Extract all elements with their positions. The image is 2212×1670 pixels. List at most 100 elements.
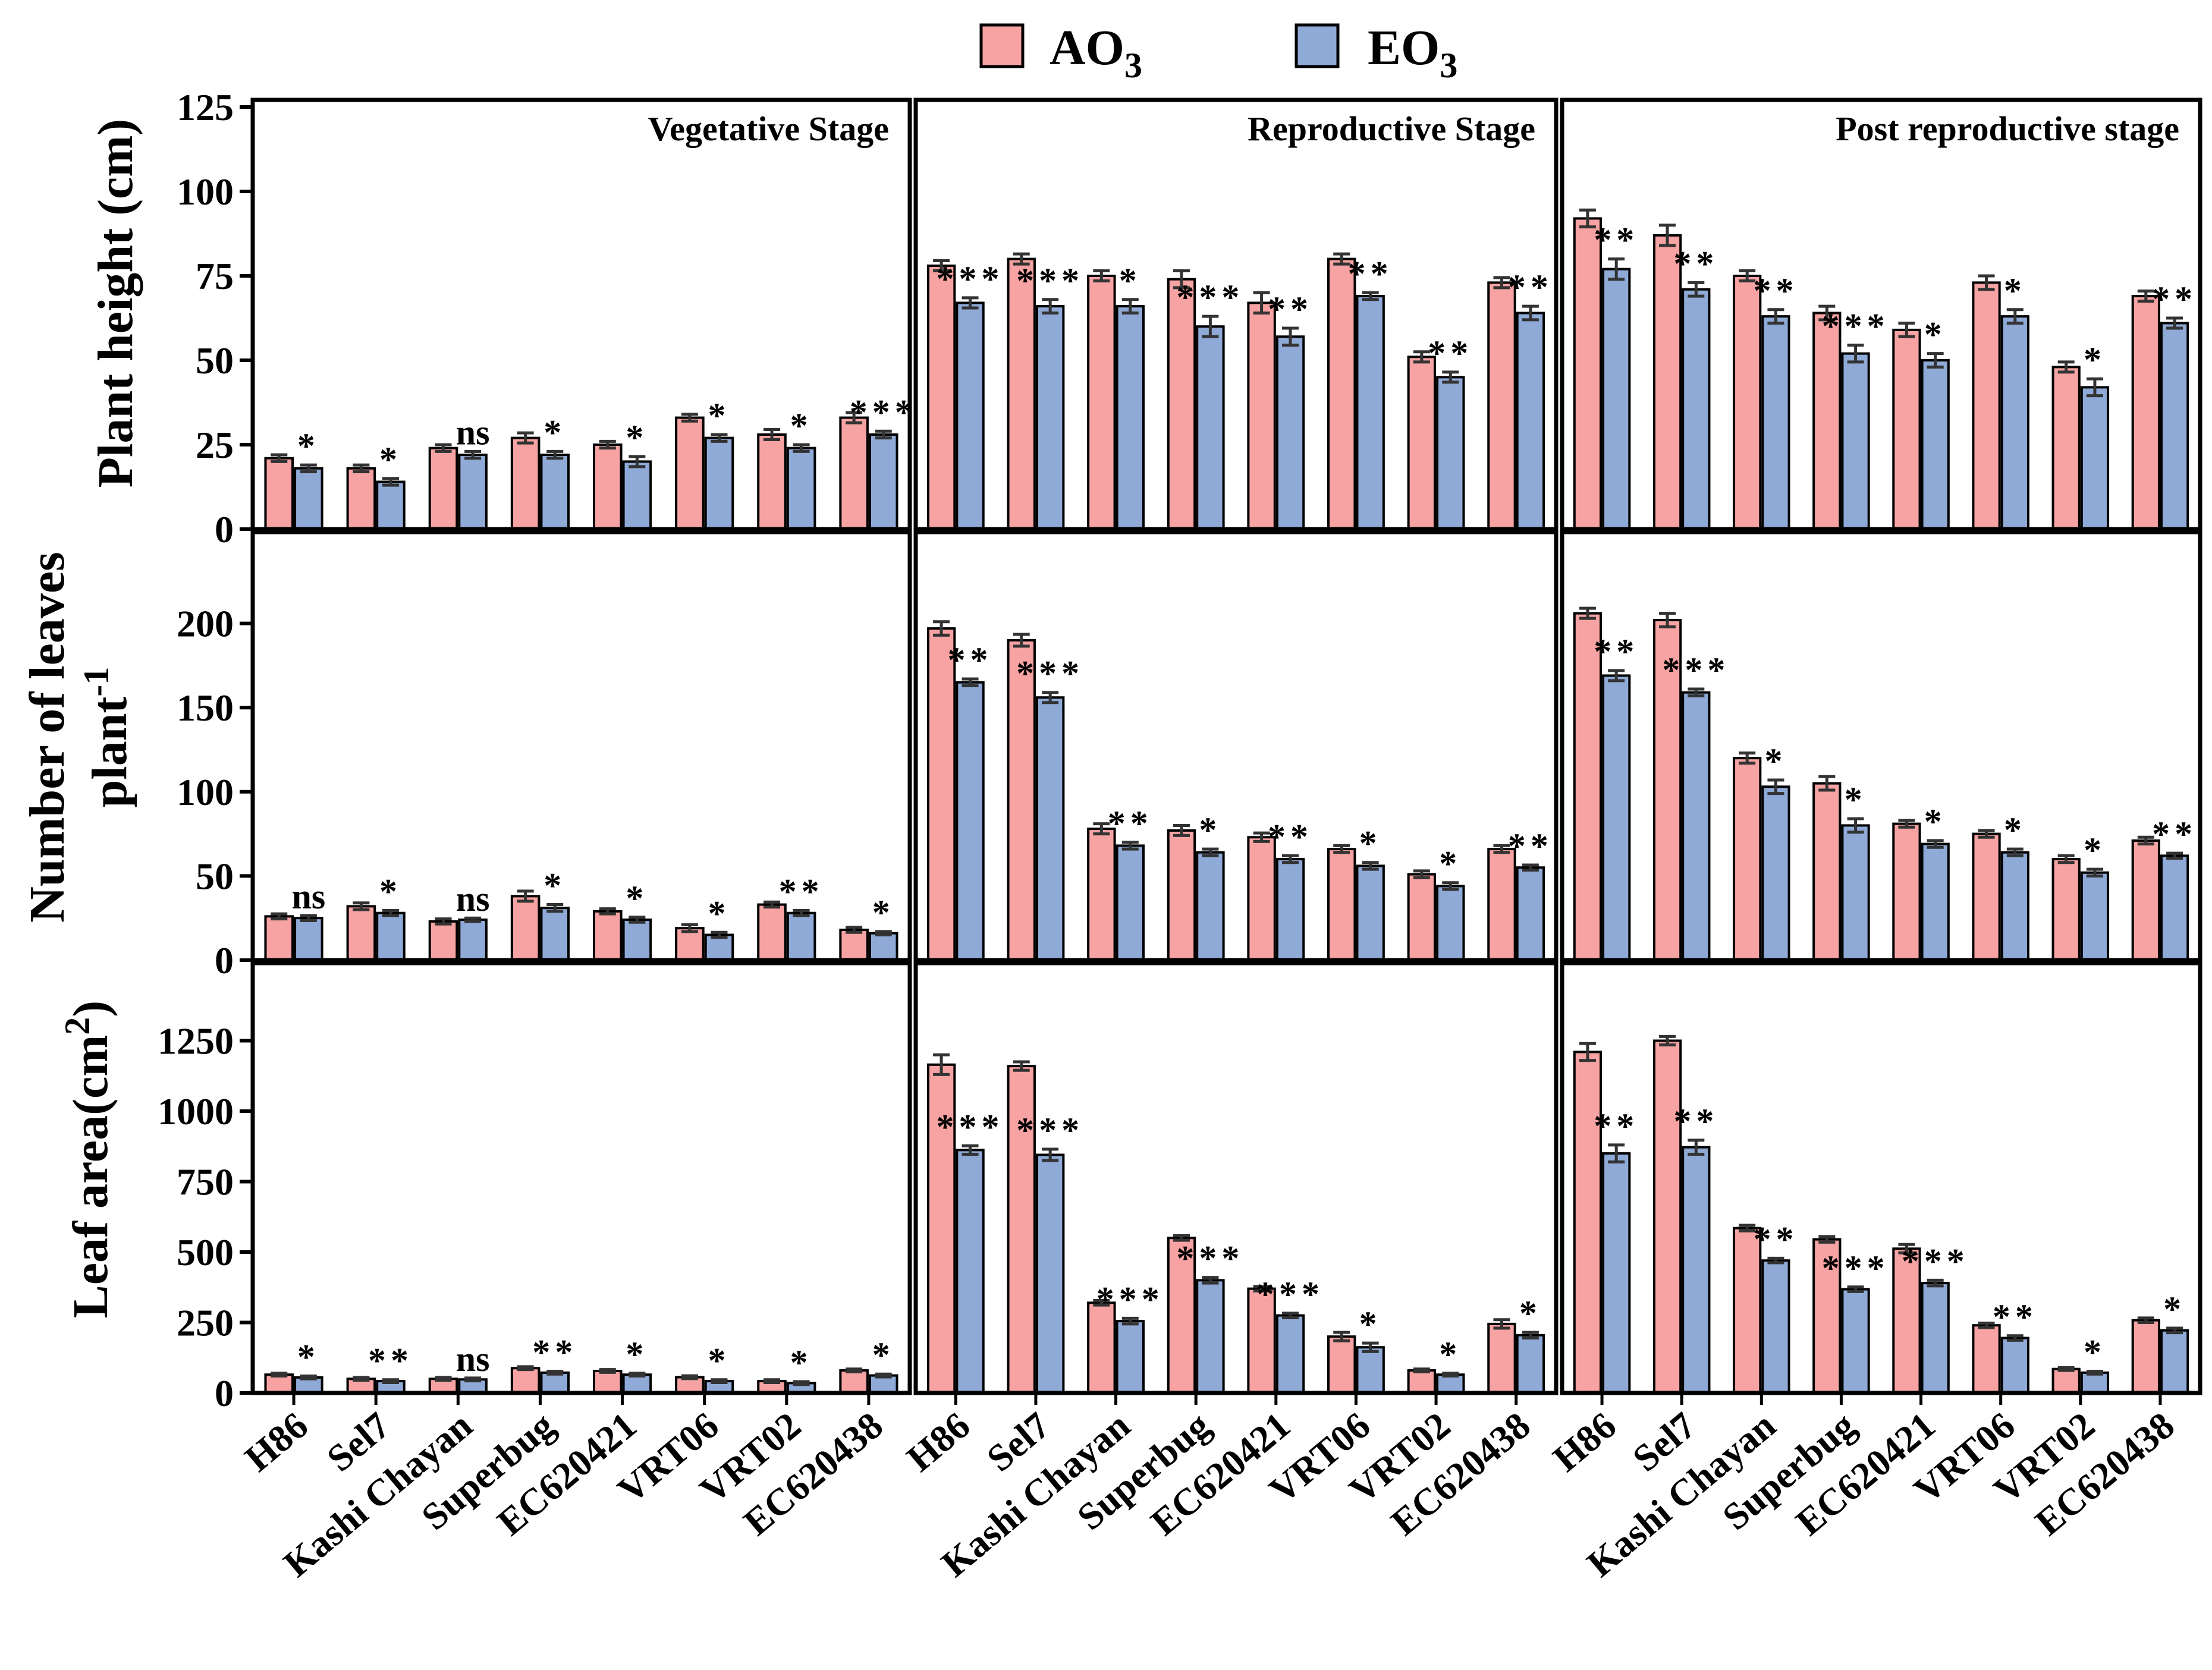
significance-marker: ** <box>1508 826 1553 866</box>
bar-ao3-post-reproductive-stage-5 <box>1972 832 2001 961</box>
y-tick-label: 500 <box>177 1231 234 1273</box>
bar-ao3-vegetative-stage-7 <box>839 929 869 962</box>
significance-marker: * <box>2004 271 2026 310</box>
bar-ao3-vegetative-stage-4 <box>592 1370 623 1395</box>
bar-eo3-vegetative-stage-1 <box>376 480 406 530</box>
significance-marker: *** <box>1902 1241 1969 1281</box>
bar-ao3-vegetative-stage-1 <box>346 467 376 531</box>
significance-marker: *** <box>1822 306 1890 345</box>
bar-eo3-vegetative-stage-5 <box>704 933 734 962</box>
bar-ao3-reproductive-stage-7 <box>1487 1322 1516 1395</box>
significance-marker: * <box>1764 741 1787 781</box>
bar-eo3-post-reproductive-stage-5 <box>2000 851 2029 961</box>
bar-eo3-vegetative-stage-4 <box>622 919 652 961</box>
panel-2-2: ** ***** * ** ** ** <box>913 530 1559 963</box>
panel-1-2: *** *** * *** ********Reproductive Stage <box>913 98 1559 531</box>
panel-title: Reproductive Stage <box>1248 109 1535 148</box>
bar-eo3-post-reproductive-stage-1 <box>1682 1146 1711 1394</box>
y-tick-label: 200 <box>177 603 234 645</box>
ylabel-plant-height: Plant height (cm) <box>88 119 143 488</box>
bar-ao3-post-reproductive-stage-4 <box>1892 822 1921 962</box>
bar-ao3-post-reproductive-stage-7 <box>2131 1319 2160 1395</box>
bar-eo3-reproductive-stage-6 <box>1436 885 1465 961</box>
ylabel-leaves-line2: plant-1 <box>77 667 137 808</box>
bar-eo3-post-reproductive-stage-1 <box>1682 691 1711 962</box>
bar-eo3-reproductive-stage-4 <box>1275 335 1305 530</box>
y-tick-label: 150 <box>177 687 234 729</box>
significance-marker: * <box>708 396 730 435</box>
significance-marker: ** <box>1993 1297 2038 1336</box>
bar-eo3-reproductive-stage-4 <box>1275 858 1305 961</box>
y-tick-label: 125 <box>177 86 234 128</box>
significance-marker: * <box>379 872 402 911</box>
bar-ao3-post-reproductive-stage-4 <box>1892 328 1921 530</box>
significance-marker: ** <box>1268 817 1313 856</box>
bar-ao3-vegetative-stage-7 <box>839 1369 869 1395</box>
bar-eo3-reproductive-stage-0 <box>956 1149 985 1394</box>
panel-frame <box>250 530 912 963</box>
bar-eo3-vegetative-stage-0 <box>294 917 323 961</box>
significance-marker: * <box>790 1343 813 1382</box>
significance-marker: ** <box>1428 334 1473 373</box>
bar-eo3-post-reproductive-stage-0 <box>1602 1152 1631 1394</box>
y-tick-label: 0 <box>215 939 234 982</box>
significance-marker: * <box>872 1335 895 1375</box>
panel-title: Post reproductive stage <box>1836 109 2179 148</box>
significance-marker: * <box>1439 1335 1462 1374</box>
significance-marker: ** <box>1673 244 1718 283</box>
bar-ao3-post-reproductive-stage-2 <box>1733 275 1762 530</box>
bar-eo3-vegetative-stage-3 <box>540 1371 570 1395</box>
bar-eo3-post-reproductive-stage-6 <box>2080 386 2110 530</box>
bar-ao3-reproductive-stage-5 <box>1327 257 1356 530</box>
significance-marker: *** <box>850 392 918 432</box>
bar-eo3-reproductive-stage-7 <box>1516 1334 1545 1395</box>
bar-eo3-post-reproductive-stage-3 <box>1841 824 1870 961</box>
bar-ao3-post-reproductive-stage-1 <box>1652 1039 1682 1394</box>
legend-ao3-swatch <box>979 23 1025 68</box>
x-tick-label: H86 <box>237 1404 316 1480</box>
bar-ao3-reproductive-stage-5 <box>1327 848 1356 962</box>
bar-ao3-reproductive-stage-0 <box>926 627 956 961</box>
bar-ao3-post-reproductive-stage-3 <box>1812 312 1842 530</box>
significance-marker: ** <box>1268 290 1313 329</box>
significance-marker: * <box>1519 1294 1542 1333</box>
y-tick-label: 75 <box>196 255 234 297</box>
significance-marker: * <box>1199 810 1221 850</box>
bar-ao3-vegetative-stage-0 <box>264 457 294 530</box>
y-tick-label: 0 <box>215 508 234 551</box>
panel-frame <box>913 961 1559 1395</box>
significance-marker: * <box>1119 261 1142 300</box>
bar-ao3-reproductive-stage-3 <box>1167 829 1196 962</box>
y-tick-label: 100 <box>177 771 234 813</box>
bar-eo3-reproductive-stage-3 <box>1196 1279 1225 1394</box>
significance-marker: * <box>2163 1290 2186 1329</box>
x-tick-label: H86 <box>899 1404 978 1480</box>
bar-eo3-reproductive-stage-1 <box>1035 1153 1065 1394</box>
significance-marker: ** <box>1594 632 1639 671</box>
y-tick-label: 1000 <box>158 1090 234 1133</box>
significance-marker: ** <box>1508 268 1553 307</box>
bar-ao3-post-reproductive-stage-7 <box>2131 839 2160 961</box>
panel-3-3: ** ******* ******* <box>1560 961 2202 1395</box>
significance-marker: *** <box>1256 1275 1324 1314</box>
bar-ao3-reproductive-stage-1 <box>1007 257 1036 530</box>
significance-marker: ns <box>291 877 325 916</box>
significance-marker: * <box>790 406 813 445</box>
bar-ao3-post-reproductive-stage-0 <box>1573 217 1603 530</box>
bar-eo3-vegetative-stage-6 <box>786 911 816 961</box>
significance-marker: * <box>2084 1333 2106 1372</box>
bar-eo3-vegetative-stage-4 <box>622 460 652 531</box>
bar-eo3-vegetative-stage-7 <box>868 433 898 531</box>
y-tick-label: 50 <box>196 855 234 897</box>
significance-marker: * <box>708 894 730 933</box>
bar-eo3-post-reproductive-stage-6 <box>2080 871 2110 961</box>
bar-ao3-reproductive-stage-2 <box>1087 275 1116 530</box>
significance-marker: * <box>626 1335 648 1374</box>
significance-marker: * <box>626 879 648 918</box>
bar-ao3-vegetative-stage-4 <box>592 910 623 961</box>
significance-marker: *** <box>1016 654 1084 693</box>
bar-eo3-reproductive-stage-6 <box>1436 376 1465 531</box>
bar-ao3-reproductive-stage-0 <box>926 264 956 530</box>
